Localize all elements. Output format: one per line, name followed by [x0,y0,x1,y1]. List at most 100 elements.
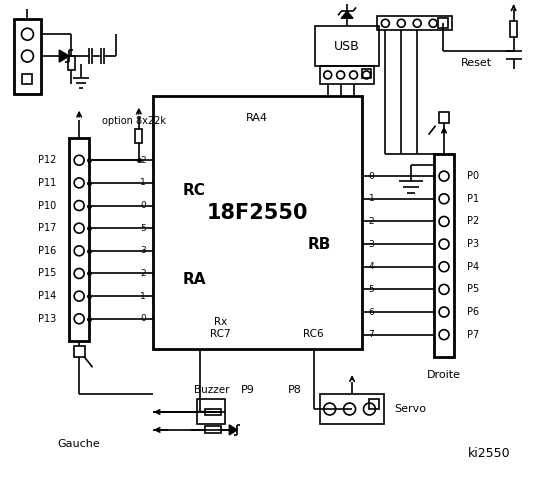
Circle shape [439,216,449,227]
Text: Droite: Droite [427,370,461,380]
Text: Reset: Reset [461,58,492,68]
Circle shape [22,50,33,62]
Text: P3: P3 [467,239,479,249]
Text: Buzzer: Buzzer [194,385,229,395]
Text: 0: 0 [140,201,146,210]
Text: 1: 1 [368,194,374,204]
Text: 7: 7 [368,330,374,339]
Text: P11: P11 [38,178,56,188]
Text: RC6: RC6 [304,329,324,339]
Polygon shape [59,50,69,62]
Circle shape [343,403,356,415]
Text: 0: 0 [140,314,146,323]
Text: P1: P1 [467,194,479,204]
Text: P13: P13 [38,314,56,324]
Circle shape [349,71,358,79]
Circle shape [74,223,84,233]
Text: P5: P5 [467,284,479,294]
Bar [197,399,225,424]
Text: 1: 1 [140,292,146,300]
Bar [377,16,452,30]
Text: P16: P16 [38,246,56,256]
Text: RC7: RC7 [210,329,231,339]
Bar [434,154,454,357]
Bar [23,74,33,84]
Bar [315,26,379,66]
Circle shape [439,330,449,340]
Circle shape [324,71,332,79]
Bar [67,56,75,70]
Bar [205,408,221,416]
Circle shape [74,246,84,256]
Text: RB: RB [308,238,331,252]
Circle shape [439,285,449,294]
Bar [363,69,372,78]
Circle shape [74,291,84,301]
Text: 0: 0 [368,172,374,180]
Bar [135,129,142,143]
Text: P9: P9 [241,385,255,395]
Text: option 8x22k: option 8x22k [102,116,166,126]
Bar [510,21,517,37]
Text: 2: 2 [140,269,146,278]
Circle shape [363,71,371,79]
Polygon shape [229,425,237,435]
Text: P14: P14 [38,291,56,301]
Text: 5: 5 [140,224,146,233]
Circle shape [439,239,449,249]
Circle shape [22,28,33,40]
Text: 2: 2 [140,156,146,165]
Bar [320,66,374,84]
Text: P6: P6 [467,307,479,317]
Text: P17: P17 [38,223,56,233]
Text: 3: 3 [140,246,146,255]
Bar [369,399,379,409]
Bar [153,96,362,349]
Circle shape [429,19,437,27]
Bar [13,19,41,94]
Circle shape [439,194,449,204]
Text: P7: P7 [467,330,479,340]
Circle shape [413,19,421,27]
Text: 2: 2 [368,217,374,226]
Bar [438,18,448,28]
Bar [205,426,221,433]
Text: RA: RA [182,272,206,287]
Text: 1: 1 [140,179,146,187]
Text: 18F2550: 18F2550 [206,203,308,223]
Text: P4: P4 [467,262,479,272]
Text: P2: P2 [467,216,479,227]
Bar [69,138,89,341]
Circle shape [74,314,84,324]
Text: P10: P10 [38,201,56,211]
Text: P0: P0 [467,171,479,181]
Text: 4: 4 [368,262,374,271]
Bar [74,347,85,357]
Text: Servo: Servo [394,404,426,414]
Bar [320,394,384,424]
Circle shape [337,71,345,79]
Text: Gauche: Gauche [58,439,101,449]
Text: Rx: Rx [213,316,227,326]
Circle shape [382,19,389,27]
Circle shape [439,262,449,272]
Text: USB: USB [334,40,360,53]
Circle shape [74,268,84,278]
Circle shape [74,201,84,211]
Text: RC: RC [183,183,206,198]
Bar [439,112,450,123]
Text: 5: 5 [368,285,374,294]
Text: P15: P15 [38,268,56,278]
Circle shape [439,307,449,317]
Circle shape [397,19,405,27]
Text: P8: P8 [288,385,302,395]
Polygon shape [341,12,353,18]
Text: 6: 6 [368,308,374,316]
Circle shape [324,403,336,415]
Text: ki2550: ki2550 [467,447,510,460]
Text: 3: 3 [368,240,374,249]
Text: RA4: RA4 [246,113,268,123]
Text: P12: P12 [38,155,56,165]
Circle shape [74,155,84,165]
Circle shape [74,178,84,188]
